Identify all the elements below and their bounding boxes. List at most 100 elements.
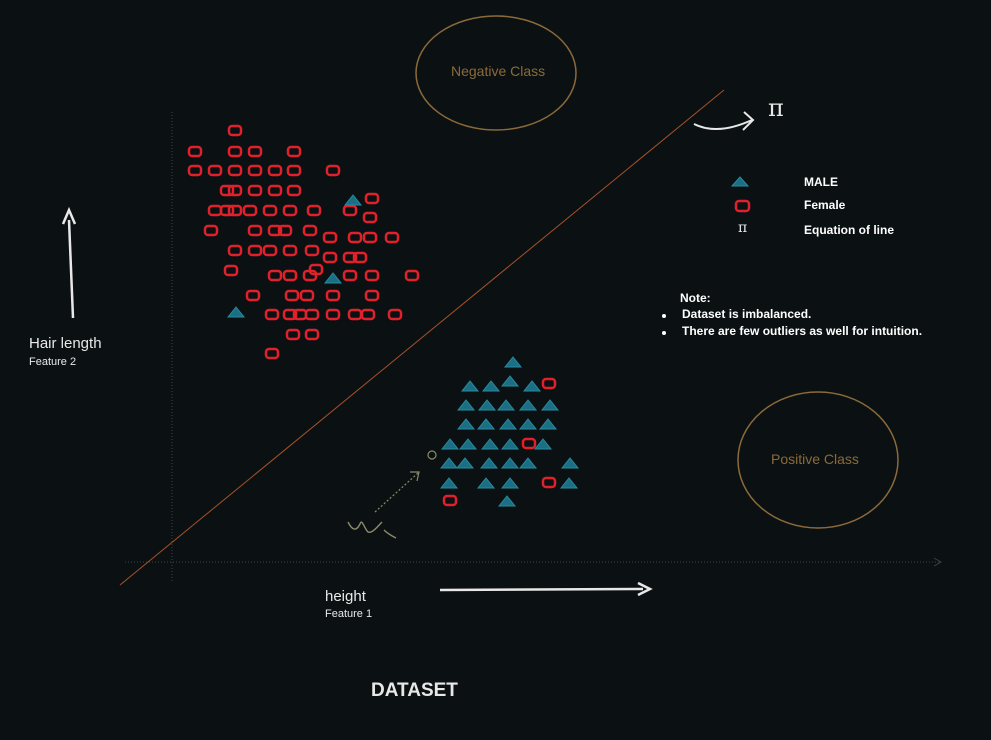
male-point (496, 399, 516, 411)
female-point (264, 347, 280, 360)
male-point (460, 380, 480, 392)
female-point (342, 269, 358, 282)
female-point (187, 164, 203, 177)
pi-pointer-arrow (693, 119, 753, 130)
female-point (521, 437, 537, 450)
female-point (264, 308, 280, 321)
male-point (323, 272, 343, 284)
legend-pi-marker: π (738, 220, 748, 236)
y-axis-arrowhead (61, 206, 77, 225)
female-point (362, 211, 378, 224)
female-point (304, 328, 320, 341)
female-point (352, 251, 368, 264)
female-point (247, 224, 263, 237)
female-point (227, 124, 243, 137)
diagram-title: DATASET (371, 680, 458, 701)
female-point (360, 308, 376, 321)
female-point (227, 244, 243, 257)
female-point (364, 192, 380, 205)
female-point (342, 251, 358, 264)
male-point (500, 477, 520, 489)
x-axis-label: height (325, 588, 366, 605)
male-point (455, 457, 475, 469)
female-point (282, 244, 298, 257)
legend-male-marker (730, 176, 750, 187)
female-point (325, 164, 341, 177)
female-points (187, 124, 557, 507)
female-point (187, 145, 203, 158)
handwritten-w-vector (347, 521, 397, 539)
negative-class-circle (415, 15, 577, 131)
male-point (498, 418, 518, 430)
female-point (387, 308, 403, 321)
female-point (286, 145, 302, 158)
legend-female-marker (734, 199, 751, 213)
female-point (286, 164, 302, 177)
female-point (282, 269, 298, 282)
female-point (364, 289, 380, 302)
decision-line (119, 89, 725, 586)
male-point (476, 477, 496, 489)
female-point (219, 184, 235, 197)
female-point (207, 204, 223, 217)
male-point (560, 457, 580, 469)
female-point (362, 231, 378, 244)
male-points (226, 194, 580, 507)
female-point (404, 269, 420, 282)
female-point (347, 231, 363, 244)
female-point (325, 308, 341, 321)
y-axis-sublabel: Feature 2 (29, 356, 77, 368)
female-point (282, 308, 298, 321)
male-point (440, 438, 460, 450)
male-point (480, 438, 500, 450)
x-axis-sublabel: Feature 1 (325, 608, 373, 620)
female-point (304, 308, 320, 321)
female-point (282, 204, 298, 217)
male-point (481, 380, 501, 392)
male-point (538, 418, 558, 430)
male-point (439, 457, 459, 469)
male-point (518, 399, 538, 411)
female-point (227, 184, 243, 197)
y-axis-arrow (67, 219, 75, 319)
female-point (227, 204, 243, 217)
note-bullet-2-dot (662, 331, 666, 335)
male-point (226, 306, 246, 318)
male-point (497, 495, 517, 507)
female-point (277, 224, 293, 237)
x-axis-arrowhead (933, 557, 943, 567)
male-point (500, 438, 520, 450)
female-point (286, 184, 302, 197)
female-point (342, 204, 358, 217)
female-point (219, 204, 235, 217)
normal-vector-origin (427, 450, 437, 460)
female-point (267, 164, 283, 177)
female-point (299, 289, 315, 302)
female-point (267, 269, 283, 282)
legend-male-label: MALE (804, 175, 838, 189)
male-point (533, 438, 553, 450)
female-point (242, 204, 258, 217)
male-point (540, 399, 560, 411)
note-bullet-1: Dataset is imbalanced. (682, 307, 812, 321)
x-axis-arrow (439, 587, 644, 592)
male-point (518, 418, 538, 430)
hyperplane-pi-symbol: π (768, 94, 784, 122)
male-point (456, 418, 476, 430)
female-point (322, 251, 338, 264)
female-point (247, 145, 263, 158)
male-point (559, 477, 579, 489)
male-point (479, 457, 499, 469)
male-point (503, 356, 523, 368)
female-point (442, 494, 458, 507)
positive-class-circle (737, 391, 899, 529)
female-point (284, 289, 300, 302)
female-point (227, 145, 243, 158)
female-point (262, 244, 278, 257)
pi-pointer-arrowhead (742, 111, 755, 131)
male-point (477, 399, 497, 411)
female-point (308, 263, 324, 276)
female-point (325, 289, 341, 302)
male-point (476, 418, 496, 430)
